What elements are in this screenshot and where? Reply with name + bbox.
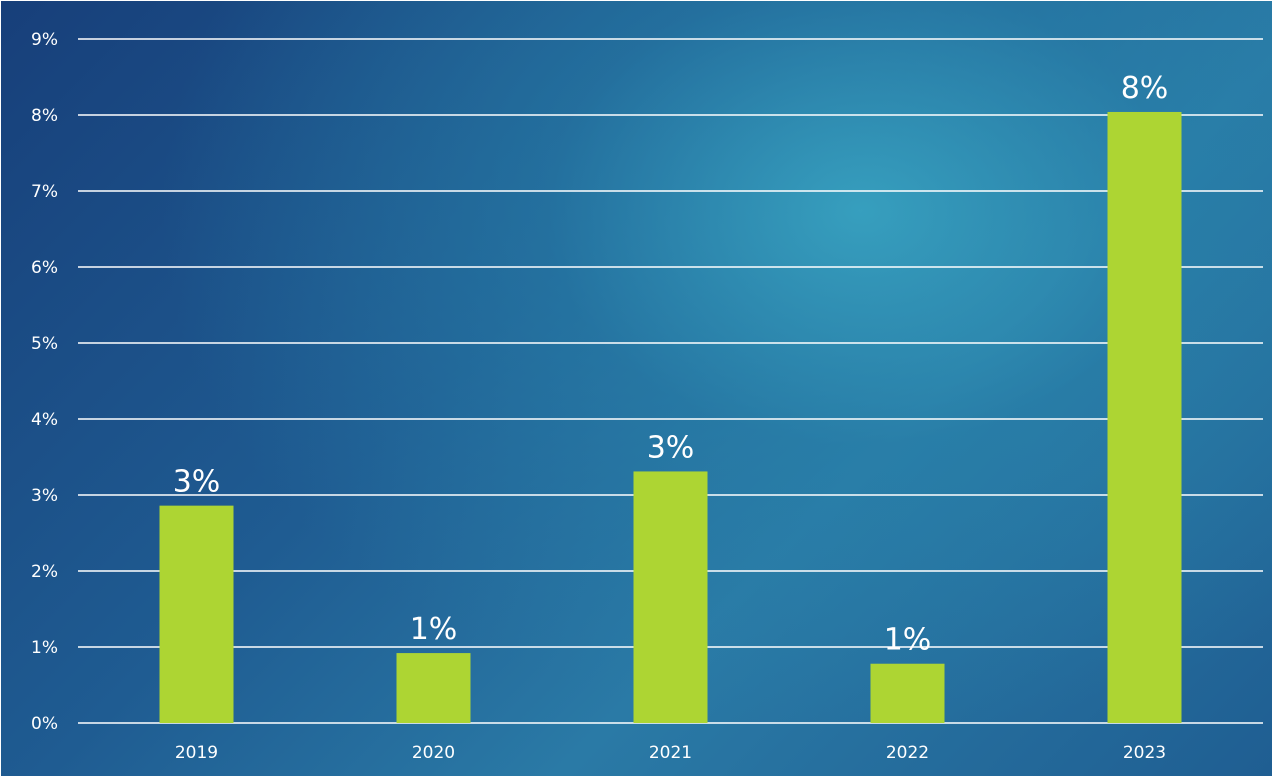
x-tick-label: 2023 — [1123, 743, 1166, 763]
data-label: 3% — [647, 430, 695, 465]
y-tick-label: 4% — [31, 410, 58, 430]
y-tick-label: 2% — [31, 562, 58, 582]
bar-2022 — [870, 663, 945, 723]
y-axis-tick-labels: 0% 1% 2% 3% 4% 5% 6% 7% 8% 9% — [31, 30, 58, 734]
x-tick-label: 2021 — [649, 743, 692, 763]
y-tick-label: 8% — [31, 106, 58, 126]
x-tick-label: 2022 — [886, 743, 929, 763]
bar-2020 — [396, 653, 471, 723]
y-tick-label: 6% — [31, 258, 58, 278]
x-tick-label: 2020 — [412, 743, 455, 763]
x-axis-tick-labels: 2019 2020 2021 2022 2023 — [175, 743, 1166, 763]
data-label: 1% — [410, 612, 458, 647]
y-tick-label: 0% — [31, 714, 58, 734]
x-tick-label: 2019 — [175, 743, 218, 763]
bar-2019 — [159, 505, 234, 723]
data-label: 8% — [1121, 71, 1169, 106]
gridlines — [78, 38, 1263, 724]
y-tick-label: 7% — [31, 182, 58, 202]
data-label: 3% — [173, 465, 221, 500]
data-label: 1% — [884, 623, 932, 658]
bar-2021 — [633, 471, 708, 723]
y-tick-label: 9% — [31, 30, 58, 50]
y-tick-label: 3% — [31, 486, 58, 506]
bars — [159, 111, 1182, 723]
bar-2023 — [1107, 111, 1182, 723]
data-labels: 3% 1% 3% 1% 8% — [173, 71, 1169, 658]
y-tick-label: 1% — [31, 638, 58, 658]
y-tick-label: 5% — [31, 334, 58, 354]
